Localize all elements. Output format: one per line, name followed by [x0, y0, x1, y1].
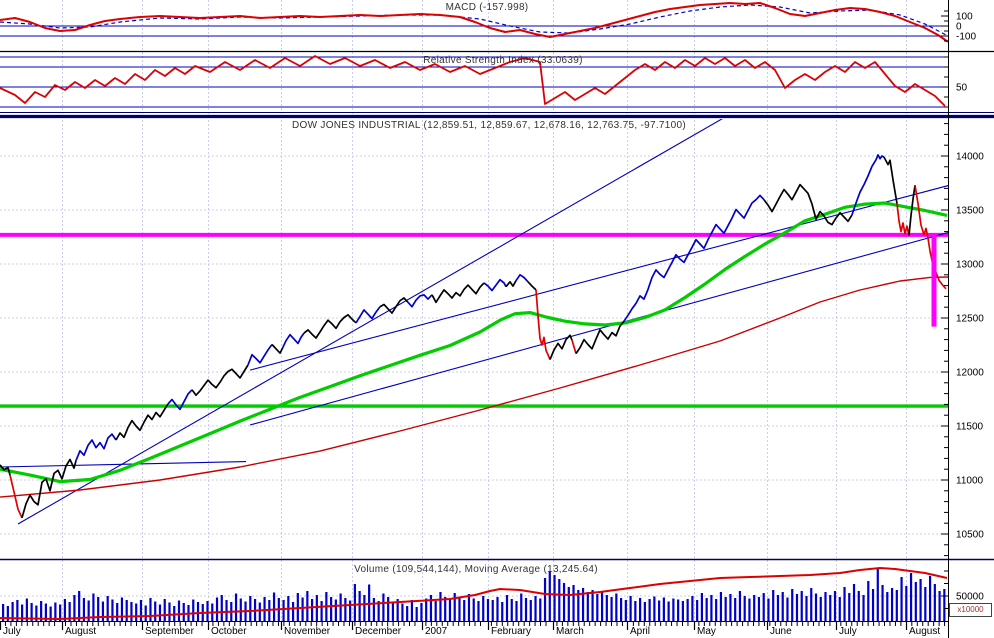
svg-text:April: April [630, 626, 650, 637]
svg-text:December: December [355, 626, 402, 637]
svg-text:2007: 2007 [425, 626, 448, 637]
svg-text:50000: 50000 [956, 592, 984, 603]
svg-text:July: July [839, 626, 857, 637]
svg-text:14000: 14000 [956, 152, 984, 163]
svg-text:100: 100 [956, 12, 973, 23]
svg-text:May: May [697, 626, 716, 637]
svg-text:50: 50 [956, 83, 968, 94]
svg-text:11500: 11500 [956, 422, 984, 433]
svg-text:February: February [491, 626, 531, 637]
volume-panel-title: Volume (109,544,144), Moving Average (13… [354, 564, 598, 575]
svg-text:12000: 12000 [956, 368, 984, 379]
svg-text:11000: 11000 [956, 476, 984, 487]
price-panel-title: DOW JONES INDUSTRIAL (12,859.51, 12,859.… [291, 120, 687, 131]
svg-text:August: August [65, 626, 96, 637]
volume-axis-multiplier: x10000 [949, 603, 992, 617]
svg-text:March: March [556, 626, 584, 637]
svg-text:10500: 10500 [956, 530, 984, 541]
svg-text:-100: -100 [956, 32, 976, 43]
svg-text:August: August [909, 626, 940, 637]
svg-text:13000: 13000 [956, 260, 984, 271]
svg-text:June: June [770, 626, 792, 637]
svg-text:12500: 12500 [956, 314, 984, 325]
svg-text:13500: 13500 [956, 206, 984, 217]
rsi-panel-title: Relative Strength Index (33.0639) [423, 55, 583, 66]
svg-text:0: 0 [956, 22, 962, 33]
svg-text:November: November [284, 626, 331, 637]
svg-text:September: September [145, 626, 195, 637]
svg-text:October: October [211, 626, 247, 637]
svg-text:July: July [3, 626, 21, 637]
macd-panel-title: MACD (-157.998) [445, 2, 529, 13]
